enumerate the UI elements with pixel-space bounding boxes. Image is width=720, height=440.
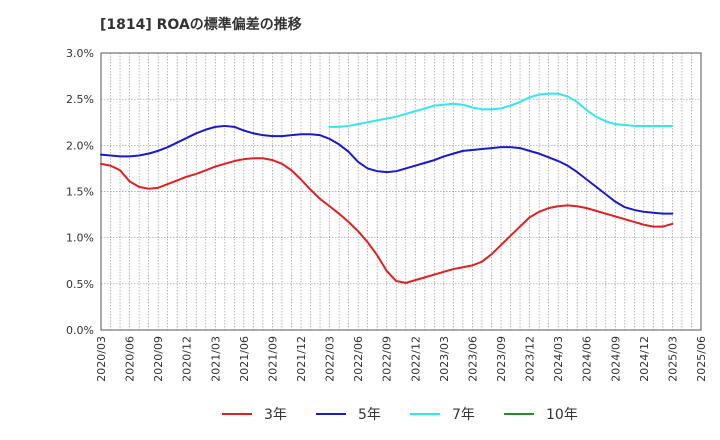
- grid-lines: [100, 52, 702, 331]
- x-tick-label: 2024/03: [552, 336, 565, 382]
- x-tick-label: 2022/12: [409, 336, 422, 382]
- x-tick-label: 2024/12: [638, 336, 651, 382]
- legend-label: 5年: [358, 407, 381, 423]
- x-tick-label: 2023/03: [438, 336, 451, 382]
- x-tick-label: 2025/03: [666, 336, 679, 382]
- x-tick-label: 2024/09: [609, 336, 622, 382]
- y-tick-label: 2.5%: [66, 93, 94, 106]
- series-line-7年: [328, 92, 674, 128]
- y-tick-label: 0.5%: [66, 278, 94, 291]
- x-tick-label: 2023/09: [495, 336, 508, 382]
- x-tick-label: 2023/06: [466, 336, 479, 382]
- y-axis-tick-labels: 0.0% 0.5% 1.0% 1.5% 2.0% 2.5% 3.0%: [66, 47, 94, 337]
- x-tick-label: 2022/09: [381, 336, 394, 382]
- x-tick-label: 2025/06: [695, 336, 708, 382]
- plot-frame: [100, 52, 702, 331]
- y-tick-label: 1.5%: [66, 186, 94, 199]
- x-tick-label: 2024/06: [581, 336, 594, 382]
- series-line-3年: [100, 157, 674, 284]
- x-tick-label: 2023/12: [524, 336, 537, 382]
- legend-label: 3年: [264, 407, 287, 423]
- x-tick-label: 2022/06: [352, 336, 365, 382]
- x-axis-tick-labels: 2020/03 2020/06 2020/09 2020/12 2021/03 2021/…: [95, 336, 708, 382]
- y-tick-label: 1.0%: [66, 232, 94, 245]
- x-tick-label: 2021/03: [209, 336, 222, 382]
- x-tick-label: 2020/12: [181, 336, 194, 382]
- plot-border: [100, 52, 702, 331]
- y-tick-label: 2.0%: [66, 139, 94, 152]
- x-tick-label: 2020/09: [152, 336, 165, 382]
- legend-label: 10年: [546, 407, 578, 423]
- legend-label: 7年: [452, 407, 475, 423]
- y-tick-label: 3.0%: [66, 47, 94, 60]
- x-tick-label: 2021/12: [295, 336, 308, 382]
- y-tick-label: 0.0%: [66, 324, 94, 337]
- x-tick-label: 2020/06: [124, 336, 137, 382]
- series-line-5年: [100, 124, 674, 215]
- x-tick-label: 2021/06: [238, 336, 251, 382]
- x-tick-label: 2021/09: [266, 336, 279, 382]
- chart-title: [1814] ROAの標準偏差の推移: [100, 17, 302, 33]
- legend: 3年 5年 7年 10年: [222, 407, 578, 423]
- x-tick-label: 2020/03: [95, 336, 108, 382]
- series-lines: [100, 92, 674, 284]
- x-tick-label: 2022/03: [324, 336, 337, 382]
